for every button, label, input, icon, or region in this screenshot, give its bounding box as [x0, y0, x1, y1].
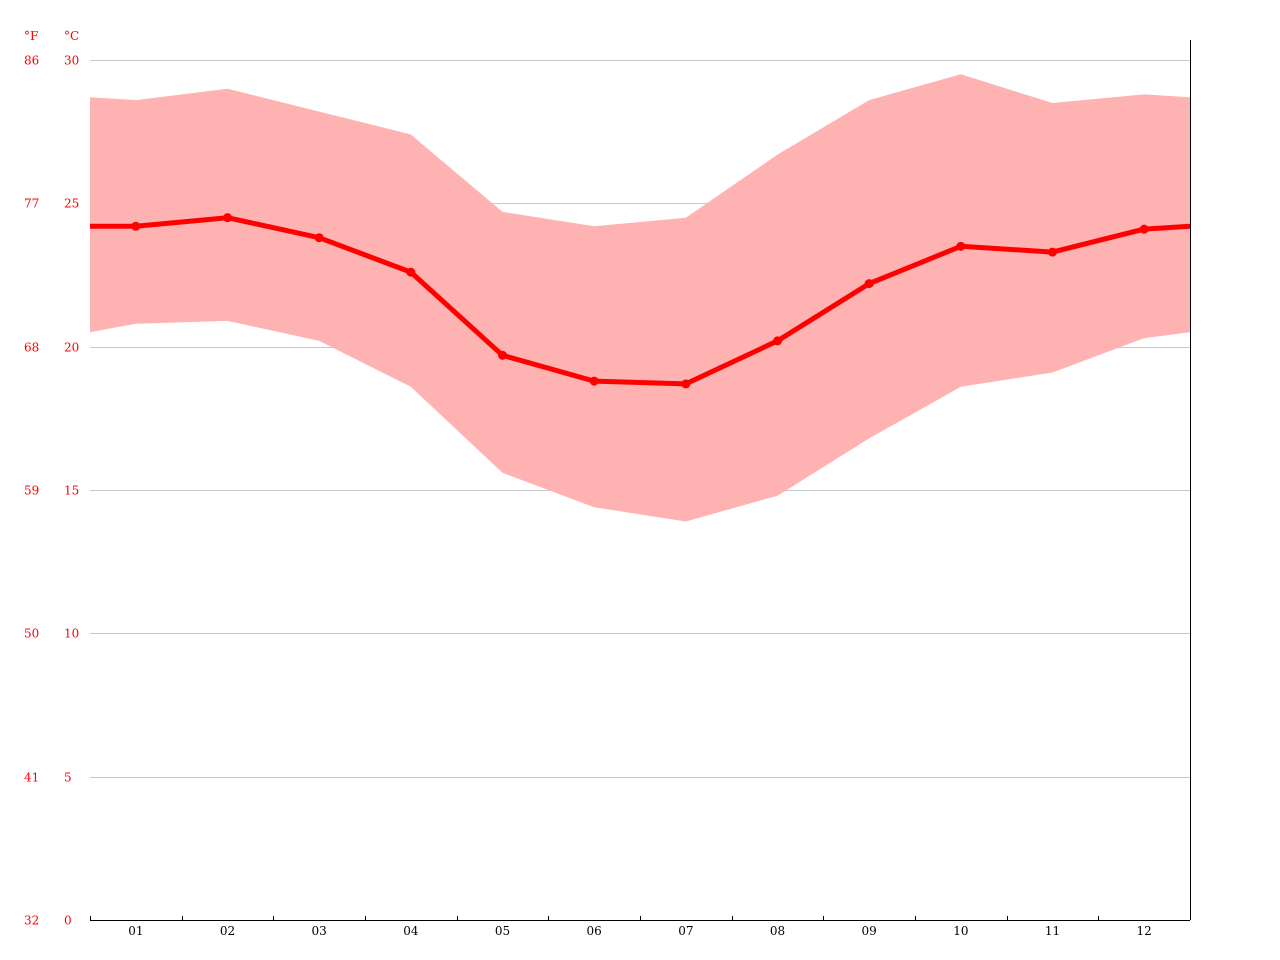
mean-temperature-point — [1048, 247, 1057, 257]
y-tick-label-celsius: 20 — [64, 341, 79, 355]
y-tick-label-fahrenheit: 77 — [24, 197, 39, 211]
mean-temperature-point — [681, 379, 691, 389]
mean-temperature-point — [773, 336, 782, 346]
x-tick-label: 09 — [862, 924, 877, 938]
fahrenheit-unit-label: °F — [24, 29, 38, 43]
mean-temperature-point — [864, 279, 874, 289]
y-tick-label-celsius: 0 — [64, 914, 72, 928]
mean-temperature-point — [131, 221, 141, 231]
y-tick-label-celsius: 15 — [64, 484, 79, 498]
x-axis-ticks — [90, 916, 1191, 920]
y-tick-label-celsius: 25 — [64, 197, 79, 211]
x-tick-label: 10 — [953, 924, 968, 938]
y-axis-labels: 0 32 5 41 10 50 15 59 20 68 25 77 30 86 — [24, 54, 79, 928]
mean-temperature-point — [223, 213, 232, 223]
y-tick-label-fahrenheit: 50 — [24, 627, 39, 641]
x-tick-label: 06 — [587, 924, 602, 938]
y-tick-label-fahrenheit: 32 — [24, 914, 39, 928]
x-tick-label: 08 — [770, 924, 785, 938]
x-tick-label: 02 — [220, 924, 235, 938]
mean-temperature-point — [589, 376, 599, 386]
x-tick-label: 01 — [128, 924, 143, 938]
mean-temperature-point — [498, 350, 507, 360]
y-tick-label-fahrenheit: 68 — [24, 341, 39, 355]
x-tick-label: 05 — [495, 924, 510, 938]
y-tick-label-fahrenheit: 86 — [24, 54, 39, 68]
mean-temperature-points — [131, 213, 1149, 389]
y-tick-label-celsius: 10 — [64, 627, 79, 641]
x-tick-label: 11 — [1045, 924, 1060, 938]
celsius-unit-label: °C — [64, 29, 79, 43]
mean-temperature-point — [314, 233, 324, 243]
y-tick-label-celsius: 30 — [64, 54, 79, 68]
y-tick-label-fahrenheit: 59 — [24, 484, 39, 498]
y-tick-label-fahrenheit: 41 — [24, 771, 39, 785]
x-tick-label: 12 — [1137, 924, 1152, 938]
x-tick-label: 03 — [312, 924, 327, 938]
mean-temperature-point — [956, 241, 966, 251]
mean-temperature-line — [90, 215, 1191, 387]
x-axis-labels: 01 02 03 04 05 06 07 08 09 10 11 12 — [128, 924, 1152, 938]
mean-temperature-point — [406, 267, 416, 277]
y-tick-label-celsius: 5 — [64, 771, 72, 785]
x-tick-label: 07 — [678, 924, 693, 938]
mean-temperature-point — [1139, 224, 1149, 234]
x-tick-label: 04 — [403, 924, 419, 938]
min-max-temperature-band — [90, 74, 1190, 522]
